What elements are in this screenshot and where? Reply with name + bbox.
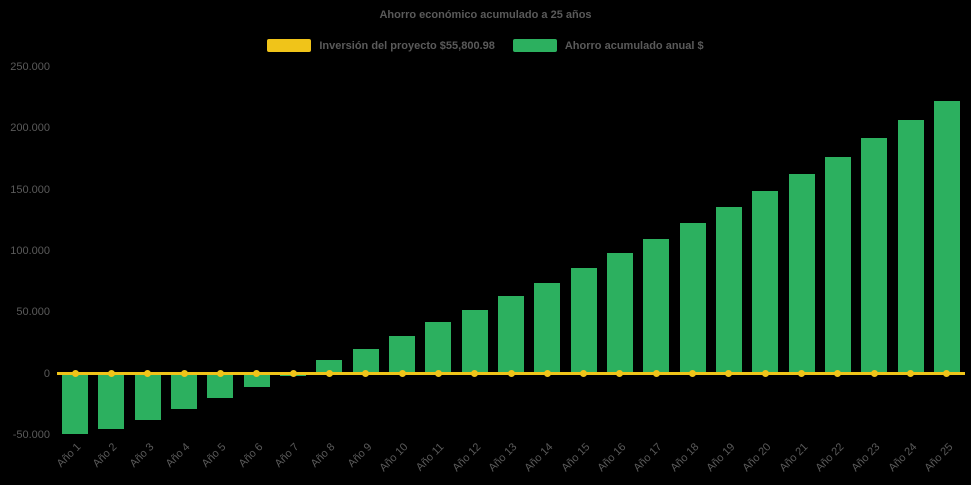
line-marker-icon: [580, 370, 588, 378]
bar-año-14[interactable]: [534, 282, 561, 374]
legend-label-savings: Ahorro acumulado anual $: [564, 39, 704, 52]
bar-año-3[interactable]: [134, 373, 161, 421]
bar-año-19[interactable]: [715, 206, 742, 374]
bar-año-9[interactable]: [352, 349, 379, 374]
bar-año-11[interactable]: [425, 322, 452, 374]
legend-swatch-investment-icon: [267, 39, 312, 52]
line-marker-icon: [216, 370, 224, 378]
legend: Inversión del proyecto $55,800.98 Ahorro…: [0, 39, 971, 52]
line-marker-icon: [253, 370, 261, 378]
y-axis-label: 0: [43, 367, 50, 380]
line-marker-icon: [907, 370, 915, 378]
bar-año-13[interactable]: [498, 296, 524, 374]
x-axis: Año 1 Año 2 Año 3 Año 4 Año 5 Año 6 Año 7 Año 8…: [55, 441, 965, 485]
bar-año-6[interactable]: [243, 373, 270, 388]
legend-swatch-savings-icon: [512, 39, 557, 52]
bar-año-22[interactable]: [824, 156, 851, 374]
line-marker-icon: [834, 370, 842, 378]
legend-label-investment: Inversión del proyecto $55,800.98: [319, 39, 495, 52]
line-marker-icon: [761, 370, 769, 378]
line-marker-icon: [398, 370, 406, 378]
bar-año-1[interactable]: [62, 373, 89, 434]
line-marker-icon: [471, 370, 479, 378]
bar-año-4[interactable]: [171, 373, 198, 410]
bar-año-12[interactable]: [461, 309, 488, 374]
y-axis-label: 150.000: [10, 183, 50, 196]
line-marker-icon: [180, 370, 188, 378]
chart-title: Ahorro económico acumulado a 25 años: [379, 9, 592, 21]
line-marker-icon: [689, 370, 697, 378]
bar-año-23[interactable]: [861, 138, 888, 374]
legend-item-investment[interactable]: Inversión del proyecto $55,800.98: [267, 39, 495, 52]
line-marker-icon: [325, 370, 333, 378]
line-marker-icon: [616, 370, 624, 378]
y-axis-label: -50.000: [12, 429, 50, 441]
line-marker-icon: [943, 370, 951, 378]
line-marker-icon: [144, 370, 152, 378]
bar-año-20[interactable]: [752, 190, 779, 374]
bar-año-15[interactable]: [570, 268, 597, 374]
line-marker-icon: [362, 370, 370, 378]
bar-año-18[interactable]: [679, 222, 706, 374]
legend-item-savings[interactable]: Ahorro acumulado anual $: [512, 39, 704, 52]
line-marker-icon: [289, 370, 297, 378]
line-marker-icon: [870, 370, 878, 378]
bar-año-16[interactable]: [606, 253, 633, 374]
bar-año-8[interactable]: [316, 360, 343, 374]
bar-año-17[interactable]: [643, 238, 670, 374]
line-marker-icon: [507, 370, 515, 378]
y-axis-label: 250.000: [10, 61, 50, 73]
bar-año-2[interactable]: [98, 373, 125, 429]
line-marker-icon: [798, 370, 806, 378]
plot-area: [57, 67, 965, 435]
y-axis-label: 200.000: [10, 122, 50, 135]
y-axis-label: 100.000: [10, 245, 50, 257]
line-marker-icon: [71, 370, 79, 378]
line-marker-icon: [652, 370, 660, 378]
y-axis: 250.000 200.000 150.000 100.000 50.000 0 -50.0…: [0, 61, 50, 441]
bar-año-10[interactable]: [389, 335, 416, 374]
line-marker-icon: [434, 370, 442, 378]
bar-año-25[interactable]: [933, 101, 960, 374]
line-marker-icon: [725, 370, 733, 378]
bar-año-24[interactable]: [897, 119, 924, 374]
y-axis-label: 50.000: [16, 306, 50, 319]
line-marker-icon: [543, 370, 551, 378]
bar-año-5[interactable]: [207, 373, 234, 399]
line-marker-icon: [107, 370, 115, 378]
bar-año-21[interactable]: [788, 173, 815, 374]
